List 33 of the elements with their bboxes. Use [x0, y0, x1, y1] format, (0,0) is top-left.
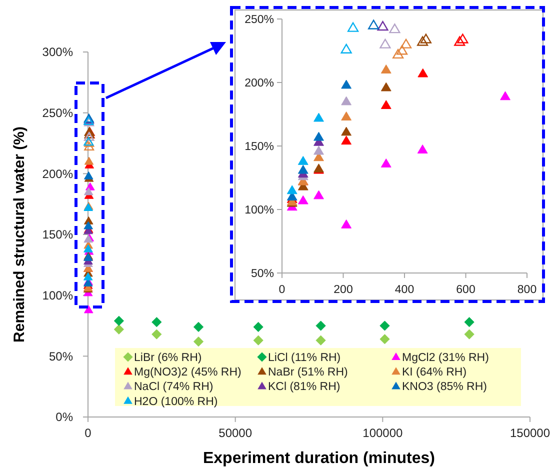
- legend-label: H2O (100% RH): [134, 396, 218, 408]
- legend-label: NaCl (74% RH): [134, 381, 214, 394]
- legend-label: LiCl (11% RH): [268, 352, 341, 364]
- y-tick-label: 50%: [250, 268, 274, 280]
- legend-label: KCl (81% RH): [268, 381, 340, 394]
- x-tick-label: 150000: [510, 426, 550, 440]
- legend-label: LiBr (6% RH): [134, 352, 202, 364]
- x-tick-label: 0: [278, 284, 286, 296]
- y-axis-title: Remained structural water (%): [11, 126, 28, 342]
- y-tick-label: 300%: [42, 45, 74, 60]
- x-tick-label: 600: [456, 284, 476, 296]
- y-tick-label: 100%: [42, 288, 74, 303]
- y-tick-label: 250%: [244, 14, 274, 26]
- y-tick-label: 250%: [42, 106, 74, 120]
- legend-label: Mg(NO3)2 (45% RH): [134, 366, 242, 379]
- x-tick-label: 400: [394, 284, 414, 296]
- legend-label: MgCl2 (31% RH): [402, 352, 490, 364]
- y-tick-label: 200%: [42, 166, 74, 181]
- legend-label: KNO3 (85% RH): [402, 381, 488, 394]
- x-tick-label: 100000: [362, 426, 404, 440]
- x-tick-label: 0: [84, 426, 92, 440]
- y-tick-label: 150%: [244, 141, 274, 154]
- legend-label: NaBr (51% RH): [268, 366, 348, 379]
- y-tick-label: 200%: [244, 78, 274, 90]
- y-tick-label: 0%: [56, 410, 74, 424]
- legend-label: KI (64% RH): [402, 366, 467, 379]
- y-tick-label: 100%: [244, 204, 274, 217]
- x-tick-label: 200: [334, 284, 353, 296]
- y-tick-label: 50%: [48, 349, 74, 364]
- x-tick-label: 800: [517, 284, 537, 296]
- y-tick-label: 150%: [42, 228, 74, 242]
- x-tick-label: 50000: [218, 426, 252, 440]
- x-axis-title: Experiment duration (minutes): [202, 450, 436, 467]
